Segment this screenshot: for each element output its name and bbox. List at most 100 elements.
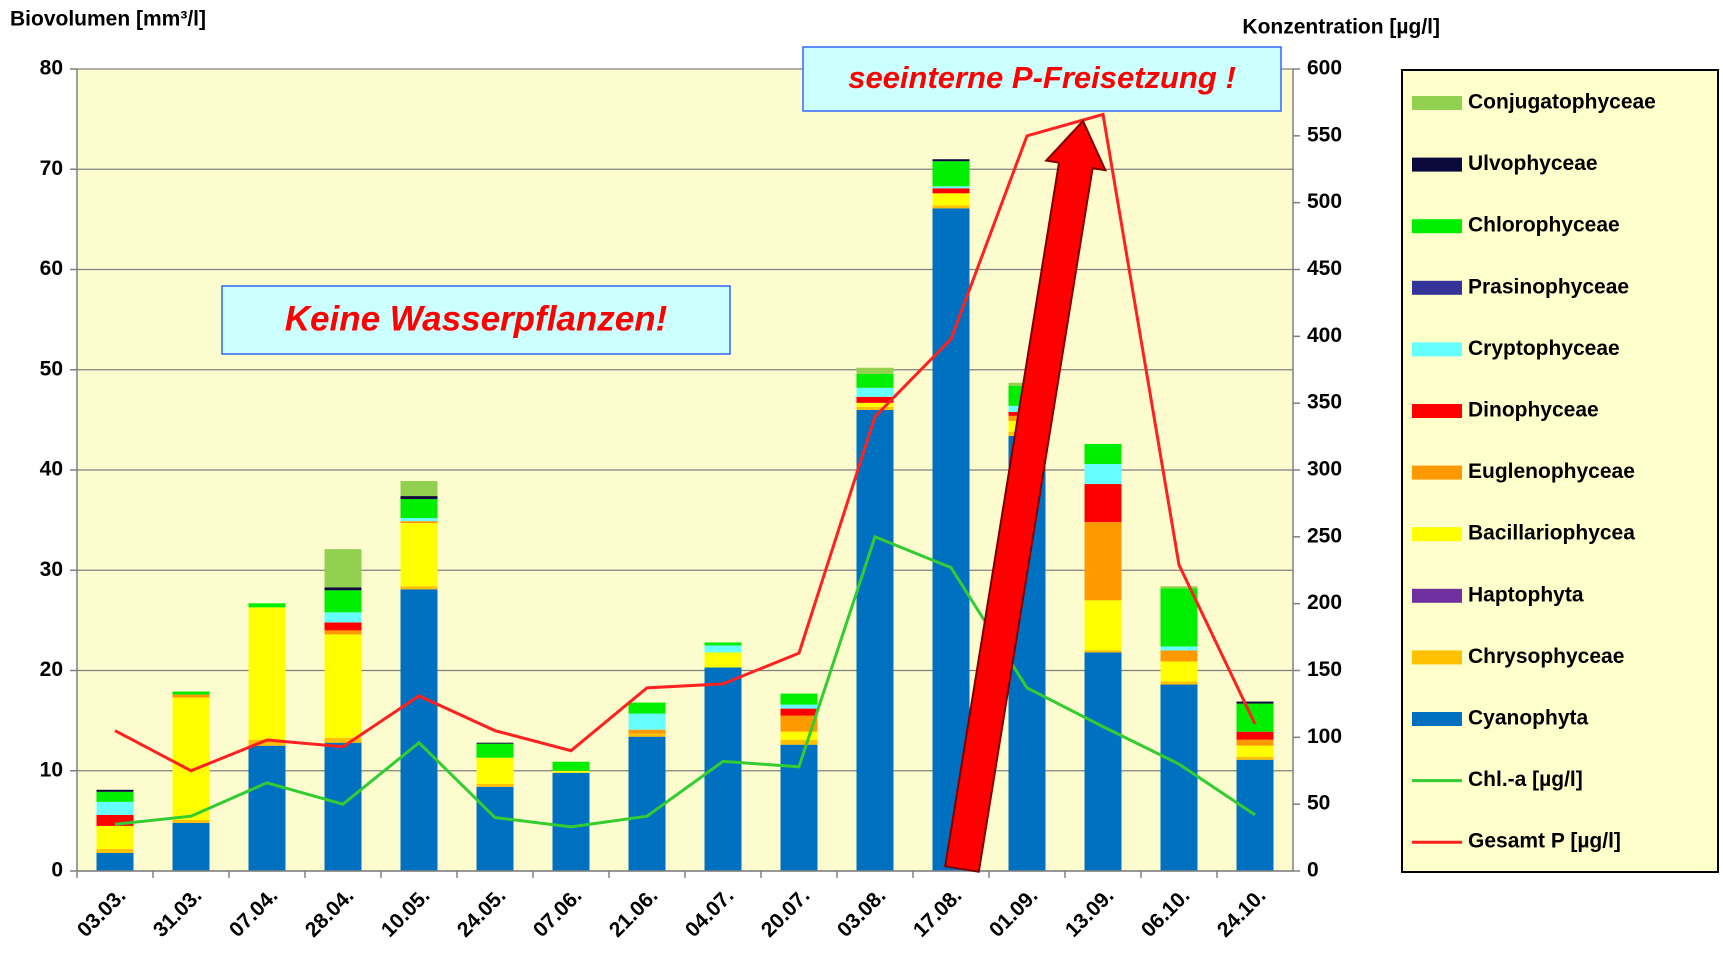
bar-segment xyxy=(400,496,438,500)
bar-segment xyxy=(780,708,818,716)
bar-segment xyxy=(476,786,514,871)
x-tick-label: 03.08. xyxy=(833,884,891,942)
y-tick-label: 40 xyxy=(40,458,63,481)
y2-tick-label: 50 xyxy=(1307,792,1330,815)
bar-segment xyxy=(476,757,514,784)
line-series xyxy=(114,534,1256,829)
y2-tick-label: 450 xyxy=(1307,257,1342,280)
bar-segment xyxy=(856,373,894,388)
bar-segment xyxy=(96,825,134,849)
line-series xyxy=(114,112,1257,773)
bar-segment xyxy=(780,704,818,709)
bar-segment xyxy=(400,499,438,519)
bar-segment xyxy=(324,742,362,871)
bar-segment xyxy=(1236,731,1274,740)
bar-segment xyxy=(1160,684,1198,871)
y-tick-label: 0 xyxy=(51,859,63,882)
y-tick-label: 80 xyxy=(40,57,63,80)
y-axis-label: Biovolumen [mm³/l] xyxy=(10,8,206,31)
x-tick-label: 04.07. xyxy=(681,884,739,942)
bar-segment xyxy=(1236,759,1274,871)
annotation-box xyxy=(221,285,731,355)
bar-segment xyxy=(324,587,362,591)
bar-segment xyxy=(400,521,438,524)
bar-segment xyxy=(856,387,894,397)
x-tick-label: 24.10. xyxy=(1213,884,1271,942)
annotation-box xyxy=(802,46,1282,112)
bar-segment xyxy=(1236,756,1274,760)
bar-segment xyxy=(96,801,134,815)
bar-segment xyxy=(96,789,134,792)
bar-segment xyxy=(1084,600,1122,651)
y2-axis-label: Konzentration [µg/l] xyxy=(1242,16,1440,39)
y2-tick-label: 100 xyxy=(1307,725,1342,748)
legend-label: Dinophyceae xyxy=(1468,399,1599,422)
bar-segment xyxy=(172,697,210,820)
lines xyxy=(114,112,1257,829)
x-tick-label: 07.06. xyxy=(529,884,587,942)
bar-segment xyxy=(400,518,438,522)
bar-segment xyxy=(780,693,818,705)
bar-segment xyxy=(932,193,970,206)
bar-segment xyxy=(1236,703,1274,732)
bar-segment xyxy=(324,737,362,743)
x-tick-label: 06.10. xyxy=(1137,884,1195,942)
bar-segment xyxy=(324,630,362,635)
bar-segment xyxy=(856,402,894,407)
legend-label: Conjugatophyceae xyxy=(1468,91,1656,114)
legend-label: Ulvophyceae xyxy=(1468,152,1598,175)
bar-segment xyxy=(856,406,894,410)
bar-segment xyxy=(932,159,970,162)
bar-segment xyxy=(856,409,894,871)
y2-tick-label: 600 xyxy=(1307,57,1342,80)
bar-segment xyxy=(1084,652,1122,871)
x-tick-label: 10.05. xyxy=(377,884,435,942)
legend-swatch xyxy=(1412,157,1462,172)
bar-segment xyxy=(400,589,438,871)
bar-segment xyxy=(248,745,286,871)
annotation: seeinterne P-Freisetzung ! xyxy=(848,60,1236,95)
bar-segment xyxy=(172,822,210,871)
legend-label: Chlorophyceae xyxy=(1468,214,1620,237)
bar-segment xyxy=(1084,522,1122,601)
y-tick-label: 10 xyxy=(40,758,63,781)
legend-label: Haptophyta xyxy=(1468,583,1584,606)
bar-segment xyxy=(96,852,134,871)
legend-swatch xyxy=(1412,650,1462,665)
y2-tick-label: 500 xyxy=(1307,190,1342,213)
y-tick-label: 70 xyxy=(40,157,63,180)
bar-segment xyxy=(780,731,818,740)
bar-segment xyxy=(1084,650,1122,653)
bar-segment xyxy=(704,652,742,668)
bar-segment xyxy=(172,694,210,698)
bar-segment xyxy=(248,607,286,740)
legend-swatch xyxy=(1412,280,1462,295)
legend xyxy=(1401,69,1719,873)
bar-segment xyxy=(172,819,210,823)
legend-label: Bacillariophycea xyxy=(1468,522,1635,545)
y2-tick-label: 350 xyxy=(1307,391,1342,414)
legend-label: Euglenophyceae xyxy=(1468,460,1635,483)
bar-segment xyxy=(1236,701,1274,704)
x-tick-label: 28.04. xyxy=(301,884,359,942)
bar-segment xyxy=(780,715,818,732)
legend-swatch xyxy=(1412,404,1462,418)
bar-segment xyxy=(1160,586,1198,589)
y-tick-label: 50 xyxy=(40,357,63,380)
legend-label: Chrysophyceae xyxy=(1468,645,1624,668)
bar-segment xyxy=(1084,463,1122,485)
bar-segment xyxy=(96,791,134,802)
bar-segment xyxy=(324,590,362,613)
bar-segment xyxy=(628,713,666,730)
bar-segment xyxy=(856,367,894,374)
bar-segment xyxy=(172,691,210,695)
bar-segment xyxy=(552,772,590,871)
bar-segment xyxy=(552,770,590,773)
legend-entries: Conjugatophyceae Ulvophyceae Chlorophyceae… xyxy=(1412,91,1656,853)
y2-tick-label: 550 xyxy=(1307,123,1342,146)
bar-segment xyxy=(1160,646,1198,651)
x-tick-label: 07.04. xyxy=(225,884,283,942)
x-tick-label: 13.09. xyxy=(1061,884,1119,942)
bar-segment xyxy=(324,622,362,631)
